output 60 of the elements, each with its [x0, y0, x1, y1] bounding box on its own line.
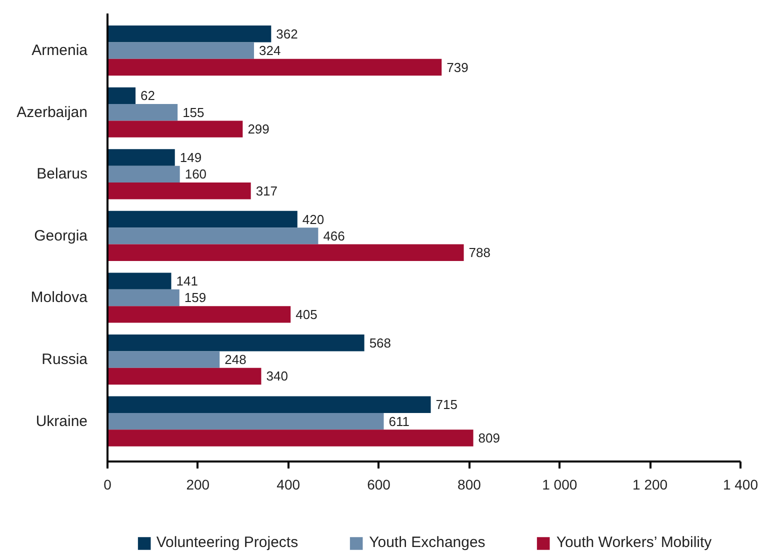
x-tick-label: 200: [186, 476, 210, 492]
data-label: 62: [140, 88, 155, 104]
data-label: 405: [296, 306, 318, 322]
data-label: 466: [323, 228, 345, 244]
legend-label: Youth Workers’ Mobility: [556, 534, 712, 551]
data-label: 788: [468, 245, 490, 260]
y-tick-label: Georgia: [34, 227, 88, 244]
x-tick-label: 600: [367, 476, 391, 492]
bar: [108, 42, 254, 59]
bar: [108, 368, 262, 385]
data-label: 299: [248, 122, 270, 137]
bar: [108, 87, 136, 104]
bar: [108, 58, 442, 76]
bar: [108, 182, 251, 200]
y-tick-label: Armenia: [32, 42, 88, 60]
data-label: 340: [266, 368, 288, 384]
bar: [108, 244, 464, 261]
bar: [108, 396, 431, 413]
bar: [108, 412, 384, 430]
bar: [108, 351, 220, 368]
x-tick-label: 1 200: [632, 476, 668, 492]
bar: [108, 334, 364, 352]
data-label: 149: [180, 150, 202, 165]
data-label: 420: [302, 212, 324, 227]
y-tick-label: Belarus: [36, 166, 88, 183]
data-label: 739: [446, 60, 468, 75]
data-label: 155: [182, 104, 204, 120]
bar: [108, 430, 474, 446]
y-tick-label: Ukraine: [36, 412, 88, 430]
data-label: 715: [436, 397, 458, 412]
bar: [108, 104, 178, 121]
data-label: 324: [258, 43, 281, 58]
y-tick-label: Azerbaijan: [16, 104, 88, 121]
data-label: 568: [369, 335, 392, 350]
bar: [108, 306, 291, 323]
bar: [108, 166, 180, 183]
bar: [108, 289, 180, 306]
x-tick-label: 800: [458, 476, 482, 492]
x-tick-label: 1 400: [722, 476, 758, 492]
legend-label: Volunteering Projects: [156, 534, 298, 551]
y-tick-label: Russia: [42, 351, 88, 368]
bar: [108, 149, 175, 166]
bar: [108, 272, 172, 290]
bar: [108, 228, 318, 244]
data-label: 159: [184, 290, 206, 306]
y-tick-label: Moldova: [30, 289, 88, 306]
data-label: 809: [478, 430, 500, 446]
data-label: 160: [184, 166, 207, 182]
data-label: 611: [388, 414, 410, 429]
bar: [108, 120, 243, 138]
bar: [108, 210, 298, 228]
data-label: 141: [176, 274, 198, 289]
data-label: 317: [256, 183, 278, 198]
x-tick-label: 0: [104, 476, 112, 492]
legend-label: Youth Exchanges: [369, 534, 486, 551]
x-tick-label: 400: [276, 476, 300, 492]
bar: [108, 26, 272, 42]
data-label: 362: [276, 26, 298, 42]
data-label: 248: [224, 352, 246, 368]
x-tick-label: 1 000: [542, 476, 578, 492]
